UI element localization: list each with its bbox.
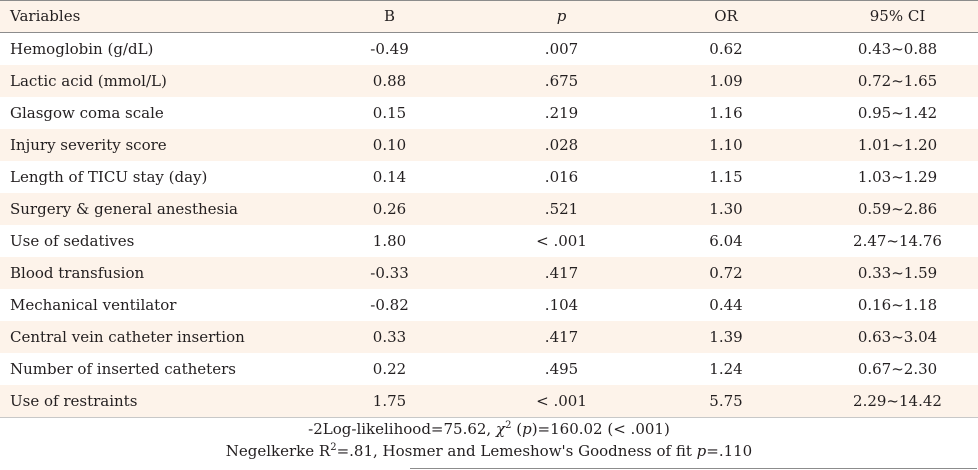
cell-variable: Hemoglobin (g/dL): [10, 40, 154, 58]
cell-or: 1.16: [709, 104, 743, 122]
cell-p: < .001: [536, 232, 587, 250]
table-row: Injury severity score 0.10 .028 1.10 1.01~1.…: [0, 129, 978, 161]
cell-or: 1.15: [709, 168, 743, 186]
footnote-r-label: Negelkerke R: [225, 442, 331, 460]
footnote-chi-value: )=160.02 (< .001): [531, 420, 670, 438]
cell-variable: Length of TICU stay (day): [10, 168, 208, 186]
footnote-chi-symbol: χ: [495, 420, 506, 438]
cell-b: 0.14: [372, 168, 407, 186]
cell-p: .417: [544, 328, 579, 346]
cell-variable: Blood transfusion: [10, 264, 145, 282]
cell-variable: Use of sedatives: [10, 232, 135, 250]
table-body: Hemoglobin (g/dL) -0.49 .007 0.62 0.43~0.88 L…: [0, 32, 978, 418]
cell-variable: Use of restraints: [0, 385, 291, 418]
cell-p: .007: [544, 40, 579, 58]
header-variables: Variables: [0, 0, 291, 33]
header-p: p: [488, 0, 635, 33]
cell-or: 6.04: [709, 232, 743, 250]
table-row: Length of TICU stay (day) 0.14 .016 1.15 1.0…: [0, 161, 978, 193]
header-row: Variables B p OR 95% CI: [0, 0, 978, 33]
model-fit-footnote: -2Log-likelihood=75.62, χ2 (p)=160.02 (<…: [0, 418, 978, 462]
table-row: Blood transfusion -0.33 .417 0.72 0.33~1.59: [0, 257, 978, 289]
table-row: Use of restraints 1.75 < .001 5.75 2.29~14.4…: [0, 385, 978, 418]
cell-ci: 0.43~0.88: [857, 40, 938, 58]
cell-p: .016: [544, 168, 579, 186]
cell-b: -0.33: [370, 264, 409, 282]
cell-or: 1.24: [709, 360, 743, 378]
cell-ci: 1.03~1.29: [857, 168, 938, 186]
table-row: Lactic acid (mmol/L) 0.88 .675 1.09 0.72~1.6…: [0, 65, 978, 97]
footer-rule: [410, 414, 977, 469]
cell-or: 5.75: [635, 385, 817, 418]
cell-ci: 0.72~1.65: [857, 72, 938, 90]
cell-p: < .001: [488, 385, 635, 418]
cell-or: 0.72: [709, 264, 743, 282]
table-row: Surgery & general anesthesia 0.26 .521 1.30…: [0, 193, 978, 225]
cell-p: .028: [544, 136, 579, 154]
header-ci: 95% CI: [817, 0, 978, 33]
cell-p: .219: [544, 104, 579, 122]
cell-p: .417: [544, 264, 579, 282]
footnote-chi-sup: 2: [505, 420, 512, 431]
cell-ci: 0.33~1.59: [857, 264, 938, 282]
footnote-likelihood: -2Log-likelihood=75.62,: [308, 420, 496, 438]
footnote-hosmer: =.81, Hosmer and Lemeshow's Goodness of …: [336, 442, 697, 460]
cell-b: 0.33: [372, 328, 407, 346]
cell-ci: 2.29~14.42: [817, 385, 978, 418]
footnote-line-2: Negelkerke R2=.81, Hosmer and Lemeshow's…: [0, 440, 978, 462]
cell-b: 0.22: [372, 360, 407, 378]
footnote-line-1: -2Log-likelihood=75.62, χ2 (p)=160.02 (<…: [0, 418, 978, 440]
footnote-r-sup: 2: [330, 442, 337, 453]
cell-p: .521: [544, 200, 579, 218]
regression-table: Variables B p OR 95% CI Hemoglobin (g/dL…: [0, 0, 978, 418]
cell-p: .675: [544, 72, 579, 90]
cell-ci: 0.63~3.04: [857, 328, 938, 346]
cell-or: 0.62: [709, 40, 743, 58]
header-b: B: [291, 0, 488, 33]
cell-b: -0.49: [370, 40, 409, 58]
cell-b: 0.10: [372, 136, 407, 154]
cell-b: 1.75: [291, 385, 488, 418]
table-row: Central vein catheter insertion 0.33 .417 1…: [0, 321, 978, 353]
cell-ci: 0.59~2.86: [857, 200, 938, 218]
cell-or: 1.09: [709, 72, 743, 90]
table-row: Number of inserted catheters 0.22 .495 1.24…: [0, 353, 978, 385]
table-row: Hemoglobin (g/dL) -0.49 .007 0.62 0.43~0.88: [0, 32, 978, 65]
table-row: Use of sedatives 1.80 < .001 6.04 2.47~14.76: [0, 225, 978, 257]
footnote-p-symbol: p: [522, 420, 532, 438]
cell-variable: Glasgow coma scale: [10, 104, 164, 122]
cell-or: 1.39: [709, 328, 743, 346]
cell-ci: 0.67~2.30: [857, 360, 938, 378]
cell-variable: Lactic acid (mmol/L): [10, 72, 167, 90]
cell-ci: 0.16~1.18: [857, 296, 938, 314]
footnote-paren: (: [511, 420, 523, 438]
cell-variable: Mechanical ventilator: [10, 296, 177, 314]
header-or: OR: [635, 0, 817, 33]
cell-ci: 1.01~1.20: [857, 136, 938, 154]
cell-b: -0.82: [370, 296, 409, 314]
cell-b: 0.88: [372, 72, 407, 90]
cell-ci: 0.95~1.42: [857, 104, 938, 122]
cell-or: 1.10: [709, 136, 743, 154]
cell-variable: Number of inserted catheters: [10, 360, 236, 378]
footnote-p-symbol-2: p: [696, 442, 707, 460]
cell-b: 1.80: [372, 232, 407, 250]
cell-variable: Injury severity score: [10, 136, 167, 154]
table-row: Glasgow coma scale 0.15 .219 1.16 0.95~1.42: [0, 97, 978, 129]
cell-ci: 2.47~14.76: [853, 232, 942, 250]
footnote-p-value: =.110: [706, 442, 753, 460]
cell-b: 0.26: [372, 200, 407, 218]
cell-variable: Surgery & general anesthesia: [10, 200, 238, 218]
cell-or: 1.30: [709, 200, 743, 218]
table-header: Variables B p OR 95% CI: [0, 0, 978, 33]
table-row: Mechanical ventilator -0.82 .104 0.44 0.16~1…: [0, 289, 978, 321]
cell-b: 0.15: [372, 104, 407, 122]
cell-p: .495: [544, 360, 579, 378]
cell-or: 0.44: [709, 296, 743, 314]
cell-variable: Central vein catheter insertion: [10, 328, 245, 346]
cell-p: .104: [544, 296, 579, 314]
